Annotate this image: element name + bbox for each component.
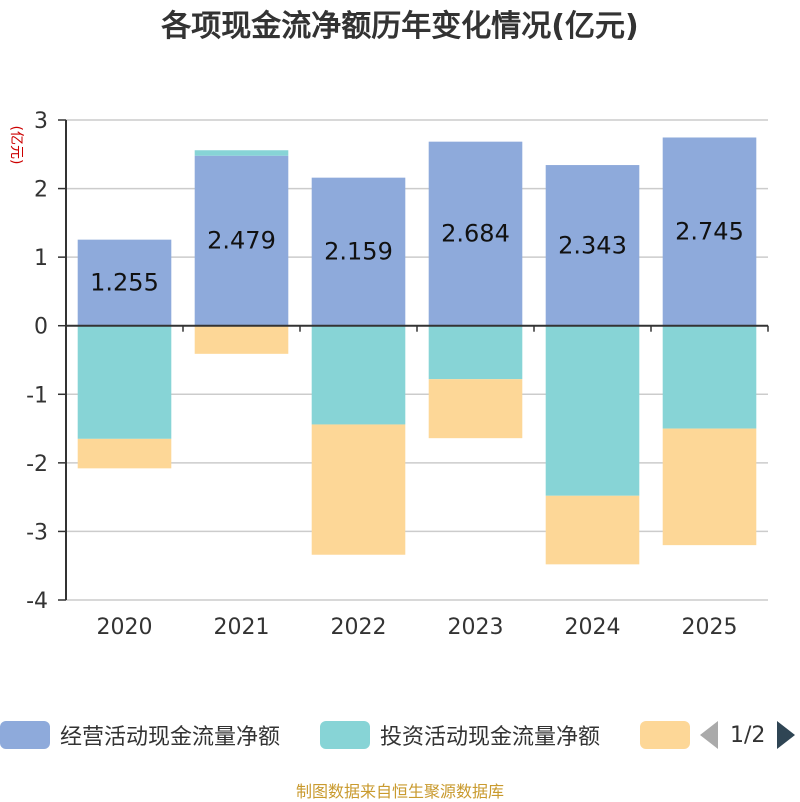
- legend-page-indicator: 1/2: [730, 722, 766, 748]
- y-axis-label: (亿元): [8, 126, 24, 165]
- legend-swatch-investing: [320, 721, 370, 749]
- bar-2022-series-1: [311, 325, 406, 425]
- source-note: 制图数据来自恒生聚源数据库: [295, 782, 504, 801]
- y-tick-label: 0: [34, 315, 48, 340]
- prev-page-icon[interactable]: [700, 721, 718, 749]
- bar-2023-series-2: [428, 379, 523, 439]
- y-tick-label: -2: [26, 452, 48, 477]
- y-tick-label: -3: [26, 520, 48, 545]
- next-page-icon[interactable]: [777, 721, 796, 749]
- data-label-2024: 2.343: [558, 231, 627, 259]
- legend-item-financing[interactable]: [640, 716, 700, 754]
- x-tick-label-2023: 2023: [448, 615, 504, 640]
- x-tick-label-2022: 2022: [331, 615, 387, 640]
- legend-pager: 1/2: [700, 716, 796, 754]
- bar-2020-series-1: [77, 325, 172, 439]
- data-label-2021: 2.479: [207, 227, 276, 255]
- bar-2022-series-0: [311, 177, 406, 326]
- legend-label-operating: 经营活动现金流量净额: [60, 725, 281, 750]
- legend-swatch-financing: [640, 721, 690, 749]
- bar-2022-series-2: [311, 424, 406, 555]
- chart-title: 各项现金流净额历年变化情况(亿元): [160, 9, 638, 44]
- chart: 各项现金流净额历年变化情况(亿元) (亿元) 3 2 1 0 -1 -2 -3 -4 1.255 20…: [8, 9, 769, 640]
- data-label-2023: 2.684: [441, 220, 510, 248]
- legend: 经营活动现金流量净额 投资活动现金流量净额 1/2: [0, 716, 800, 754]
- bar-2024-series-2: [545, 495, 640, 565]
- legend-item-investing[interactable]: 投资活动现金流量净额: [320, 716, 600, 754]
- y-tick-label: 1: [34, 246, 48, 271]
- bar-2020-series-0: [77, 239, 172, 326]
- legend-item-operating[interactable]: 经营活动现金流量净额: [0, 716, 280, 754]
- bar-2023-series-1: [428, 325, 523, 380]
- y-tick-label: -1: [26, 383, 48, 408]
- bar-2023-series-0: [428, 141, 523, 326]
- data-label-2025: 2.745: [675, 218, 744, 246]
- data-label-2022: 2.159: [324, 238, 393, 266]
- bar-2021-series-2: [194, 325, 289, 354]
- bar-2025-series-0: [662, 137, 757, 326]
- legend-label-investing: 投资活动现金流量净额: [380, 725, 601, 750]
- x-tick-label-2024: 2024: [565, 615, 621, 640]
- bar-2024-series-0: [545, 165, 640, 326]
- y-tick-label: -4: [26, 589, 48, 614]
- bar-2025-series-2: [662, 428, 757, 546]
- legend-swatch-operating: [0, 721, 50, 749]
- x-tick-label-2020: 2020: [97, 615, 153, 640]
- y-tick-label: 3: [34, 109, 48, 134]
- bar-2025-series-1: [662, 325, 757, 429]
- bar-2024-series-1: [545, 325, 640, 496]
- bar-2021-series-1: [194, 150, 289, 156]
- bar-2021-series-0: [194, 155, 289, 326]
- bar-2020-series-2: [77, 438, 172, 469]
- data-label-2020: 1.255: [90, 269, 159, 297]
- y-tick-label: 2: [34, 178, 48, 203]
- x-tick-label-2021: 2021: [214, 615, 270, 640]
- x-tick-label-2025: 2025: [682, 615, 738, 640]
